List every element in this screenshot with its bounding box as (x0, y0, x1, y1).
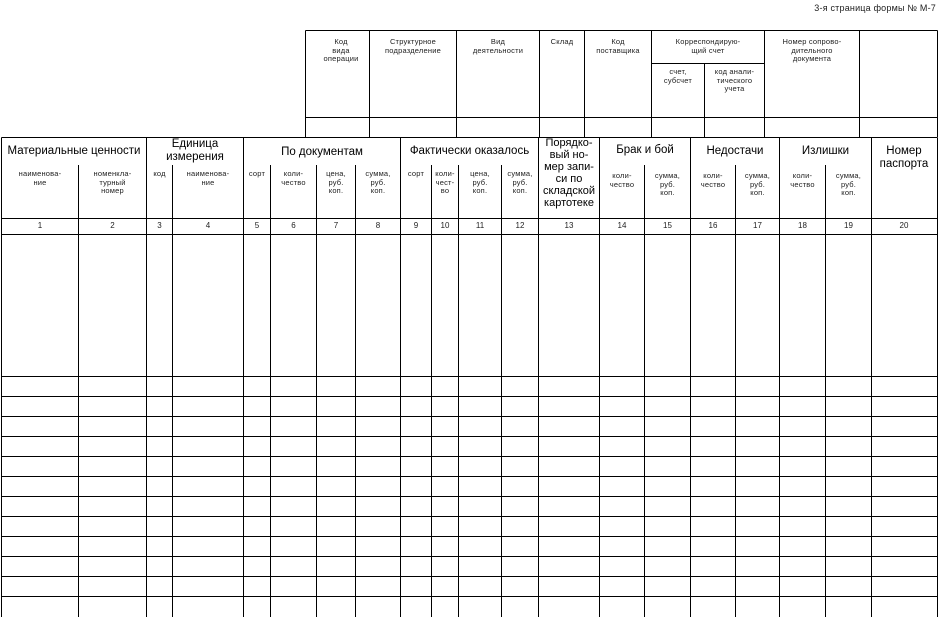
column-number: 5 (254, 221, 260, 230)
top-label: код анали- тического учета (714, 67, 755, 94)
column-number: 14 (617, 221, 627, 230)
column-number: 1 (37, 221, 43, 230)
column-number: 4 (205, 221, 211, 230)
subcolumn-header: наименова- ние (18, 169, 62, 187)
subcolumn-header: сумма, руб. коп. (365, 169, 391, 196)
column-number: 13 (564, 221, 574, 230)
subcolumn-header: цена, руб. коп. (326, 169, 346, 196)
top-label: Вид деятельности (472, 37, 524, 55)
column-number: 18 (798, 221, 807, 230)
group-header: Порядко- вый но- мер запи- си по складск… (542, 137, 596, 210)
column-number: 3 (157, 221, 162, 230)
column-number: 10 (440, 221, 450, 230)
column-number: 12 (515, 221, 525, 230)
group-header: Брак и бой (616, 144, 674, 156)
column-number: 9 (413, 221, 419, 230)
subcolumn-header: коли- чест- во (435, 169, 455, 196)
subcolumn-header: коли- чество (609, 171, 635, 189)
subcolumn-header: сумма, руб. коп. (654, 171, 681, 198)
subcolumn-header: коли- чество (700, 171, 726, 189)
table-body[interactable] (2, 235, 937, 617)
column-number: 6 (291, 221, 296, 230)
top-label: Номер сопрово- дительного документа (782, 37, 842, 64)
column-number: 8 (375, 221, 381, 230)
subcolumn-header: коли- чество (281, 169, 306, 187)
group-header: Излишки (801, 145, 850, 157)
top-label: Склад (550, 37, 574, 46)
subcolumn-header: код (153, 169, 166, 178)
group-header: Единица измерения (166, 138, 224, 163)
subcolumn-header: номенкла- турный номер (93, 169, 132, 196)
column-number: 2 (110, 221, 115, 230)
subcolumn-header: наименова- ние (186, 169, 230, 187)
subcolumn-header: сумма, руб. коп. (507, 169, 533, 196)
top-label: счет, субсчет (663, 67, 693, 85)
subcolumn-header: сумма, руб. коп. (835, 171, 862, 198)
column-number: 7 (333, 221, 339, 230)
group-header: Фактически оказалось (409, 145, 530, 157)
form-caption: 3-я страница формы № М-7 (814, 3, 936, 13)
column-number: 19 (844, 221, 853, 230)
column-number: 20 (899, 221, 909, 230)
column-number: 16 (708, 221, 718, 230)
subcolumn-header: сорт (407, 169, 425, 178)
column-number: 17 (753, 221, 762, 230)
top-label: Структурное подразделение (385, 37, 441, 55)
top-label: Корреспондирую- щий счет (675, 37, 741, 55)
top-label: Код поставщика (596, 37, 640, 55)
subcolumn-header: коли- чество (790, 171, 815, 189)
subcolumn-header: сумма, руб. коп. (744, 171, 771, 198)
group-header: По документам (281, 146, 363, 158)
subcolumn-header: сорт (248, 169, 266, 178)
top-label: Код вида операции (323, 37, 359, 64)
group-header: Номер паспорта (879, 145, 929, 170)
subcolumn-header: цена, руб. коп. (470, 169, 490, 196)
column-number: 15 (663, 221, 672, 230)
group-header: Недостачи (706, 145, 764, 157)
group-header: Материальные ценности (7, 145, 141, 157)
column-number: 11 (475, 221, 485, 230)
